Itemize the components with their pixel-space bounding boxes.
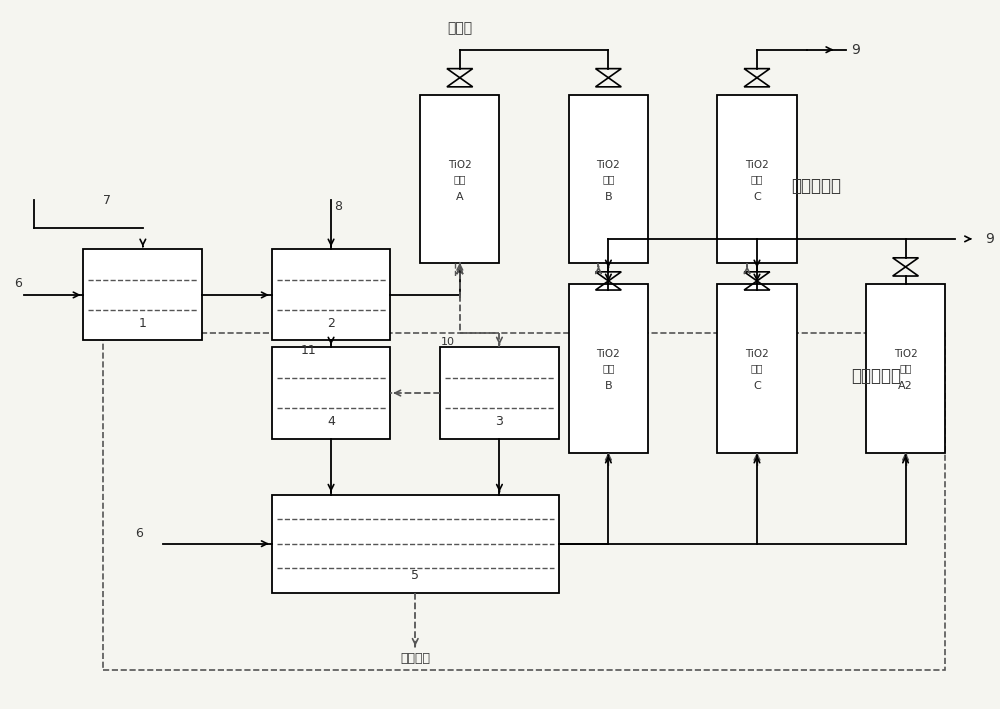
Text: 4: 4 xyxy=(327,415,335,428)
Bar xyxy=(866,284,945,452)
Text: 颗粒: 颗粒 xyxy=(751,364,763,374)
Text: C: C xyxy=(753,192,761,202)
Text: 2: 2 xyxy=(327,317,335,330)
Text: TiO2: TiO2 xyxy=(745,350,769,359)
Bar xyxy=(103,333,945,670)
Text: TiO2: TiO2 xyxy=(745,160,769,170)
Text: 固体残渣: 固体残渣 xyxy=(400,652,430,665)
Text: 5: 5 xyxy=(411,569,419,582)
Text: 8: 8 xyxy=(334,201,342,213)
Text: B: B xyxy=(605,192,612,202)
Text: 颗粒: 颗粒 xyxy=(751,174,763,184)
Text: TiO2: TiO2 xyxy=(448,160,472,170)
Text: 10: 10 xyxy=(441,337,455,347)
Bar xyxy=(272,250,390,340)
Text: B: B xyxy=(605,381,612,391)
Text: 11: 11 xyxy=(300,344,316,357)
Text: 9: 9 xyxy=(851,43,860,57)
Text: 3: 3 xyxy=(495,415,503,428)
Text: 颗粒: 颗粒 xyxy=(454,174,466,184)
Text: 7: 7 xyxy=(103,194,111,207)
Bar xyxy=(569,284,648,452)
Bar xyxy=(440,347,559,439)
Text: 9: 9 xyxy=(985,232,994,246)
Bar xyxy=(272,495,559,593)
Text: 第一次循环: 第一次循环 xyxy=(791,177,841,196)
Text: 颗粒: 颗粒 xyxy=(899,364,912,374)
Bar xyxy=(717,284,797,452)
Text: A: A xyxy=(456,192,464,202)
Bar xyxy=(569,95,648,264)
Text: TiO2: TiO2 xyxy=(597,350,620,359)
Text: 颗粒: 颗粒 xyxy=(602,174,615,184)
Text: 颗粒: 颗粒 xyxy=(602,364,615,374)
Text: 第二次循环: 第二次循环 xyxy=(851,367,901,384)
Text: TiO2: TiO2 xyxy=(894,350,917,359)
Text: A2: A2 xyxy=(898,381,913,391)
Bar xyxy=(83,250,202,340)
Text: 取样处: 取样处 xyxy=(447,22,472,35)
Bar xyxy=(272,347,390,439)
Bar xyxy=(717,95,797,264)
Text: TiO2: TiO2 xyxy=(597,160,620,170)
Text: C: C xyxy=(753,381,761,391)
Text: 6: 6 xyxy=(135,527,143,540)
Bar xyxy=(420,95,499,264)
Text: 1: 1 xyxy=(139,317,147,330)
Text: 6: 6 xyxy=(14,277,22,290)
